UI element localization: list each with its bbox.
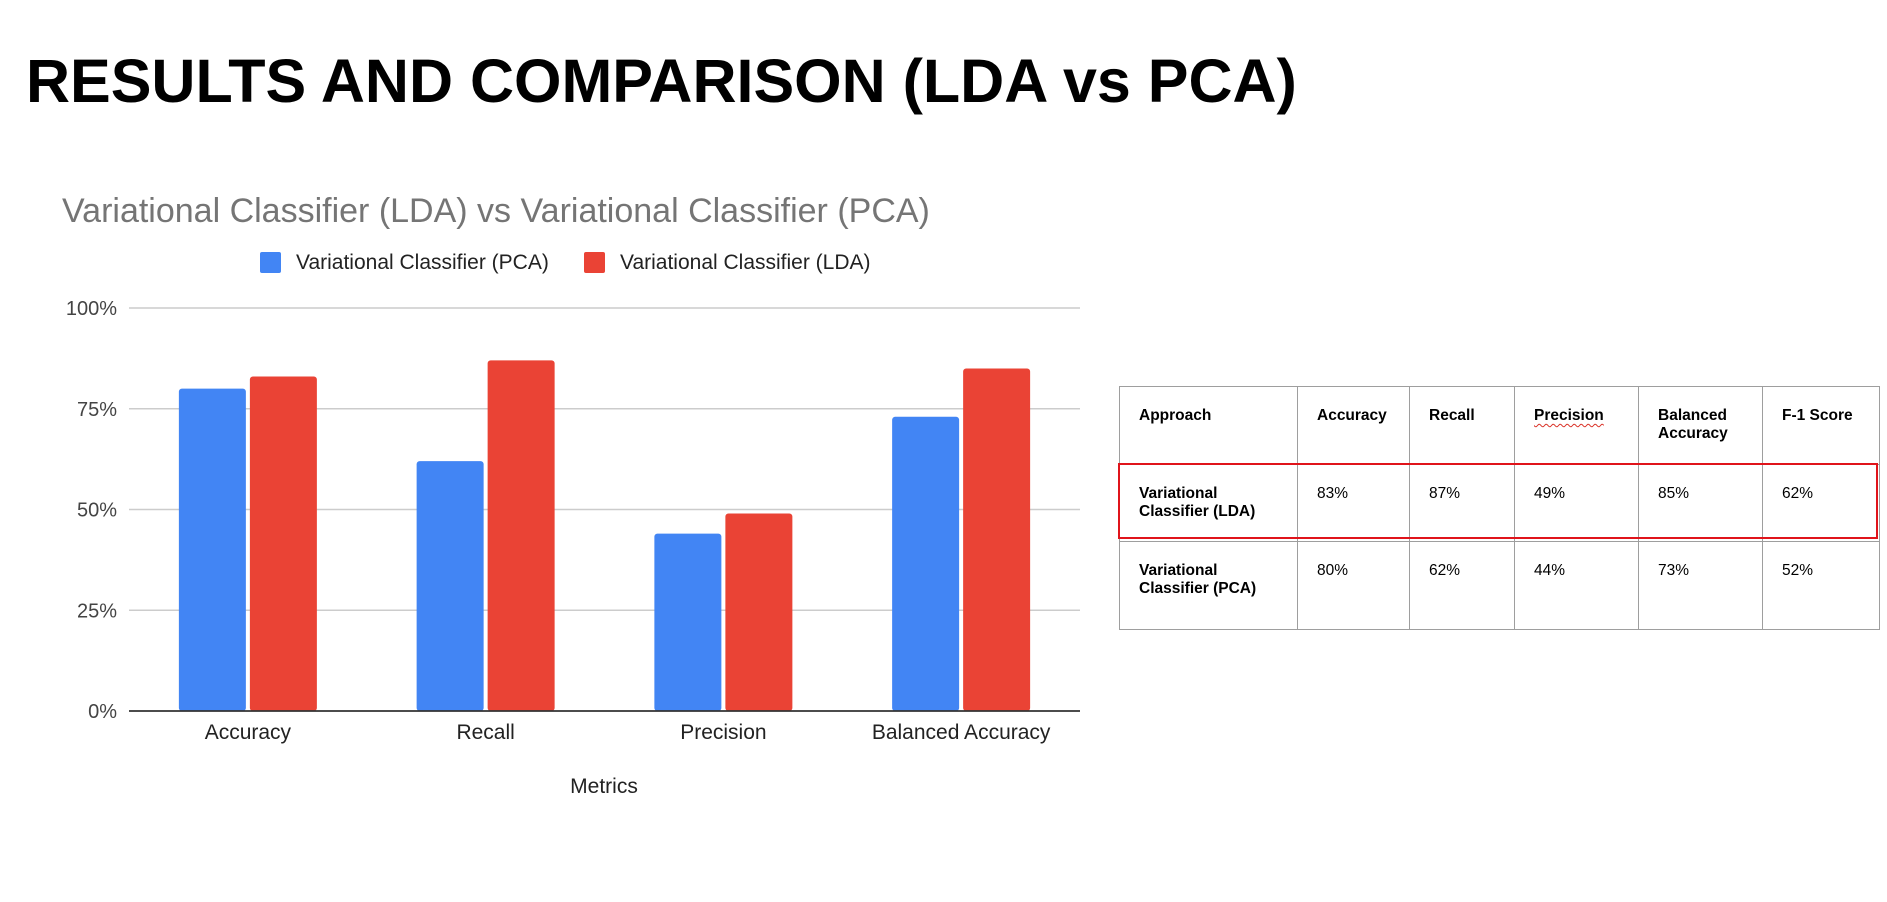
cell-recall: 62% [1409,541,1515,630]
cell-balanced-accuracy: 85% [1638,464,1763,542]
bar-pca-balanced-accuracy [892,416,960,711]
header-precision: Precision [1514,386,1639,465]
header-balanced-accuracy: Balanced Accuracy [1638,386,1763,465]
y-tick-label: 50% [77,500,117,522]
x-tick-label: Recall [456,721,514,744]
table-row-pca: Variational Classifier (PCA) 80% 62% 44%… [1119,541,1880,630]
x-tick-label: Balanced Accuracy [872,721,1051,744]
cell-f1-score: 62% [1762,464,1880,542]
legend-label-2: Variational Classifier (LDA) [620,251,871,274]
x-axis-label: Metrics [570,775,638,798]
y-tick-label: 25% [77,600,117,622]
bar-chart: Variational Classifier (LDA) vs Variatio… [62,192,1080,798]
header-accuracy: Accuracy [1297,386,1410,465]
results-table: Approach Accuracy Recall Precision Balan… [1119,386,1880,630]
y-tick-label: 100% [66,298,117,320]
cell-accuracy: 80% [1297,541,1410,630]
cell-balanced-accuracy: 73% [1638,541,1763,630]
bar-pca-accuracy [178,388,246,711]
cell-accuracy: 83% [1297,464,1410,542]
header-f1-score: F-1 Score [1762,386,1880,465]
slide-title: RESULTS AND COMPARISON (LDA vs PCA) [26,47,1297,115]
cell-approach: Variational Classifier (LDA) [1119,464,1298,542]
bar-lda-precision [725,513,793,711]
header-approach: Approach [1119,386,1298,465]
legend-label-1: Variational Classifier (PCA) [296,251,549,274]
bar-lda-balanced-accuracy [963,368,1031,711]
x-tick-label: Precision [680,721,766,744]
x-tick-label: Accuracy [205,721,292,744]
y-tick-label: 0% [88,701,117,723]
bar-lda-accuracy [249,376,317,711]
legend-swatch-2 [584,252,605,273]
legend-swatch-1 [260,252,281,273]
cell-precision: 49% [1514,464,1639,542]
chart-title: Variational Classifier (LDA) vs Variatio… [62,192,930,230]
bar-pca-recall [416,461,484,711]
header-precision-label: Precision [1534,407,1604,424]
cell-recall: 87% [1409,464,1515,542]
y-tick-label: 75% [77,399,117,421]
cell-approach: Variational Classifier (PCA) [1119,541,1298,630]
header-recall: Recall [1409,386,1515,465]
bar-lda-recall [487,360,555,711]
table-header-row: Approach Accuracy Recall Precision Balan… [1119,386,1880,465]
cell-f1-score: 52% [1762,541,1880,630]
bar-pca-precision [654,533,722,711]
table-row-lda: Variational Classifier (LDA) 83% 87% 49%… [1119,464,1880,542]
cell-precision: 44% [1514,541,1639,630]
